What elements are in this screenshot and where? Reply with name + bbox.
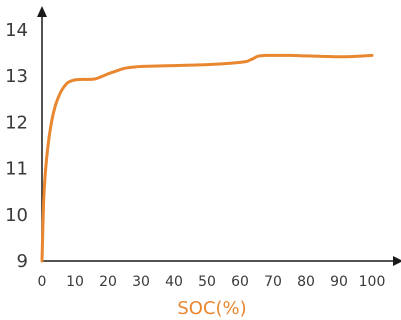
x-tick-label: 20 (99, 274, 117, 290)
y-tick-label: 9 (17, 251, 28, 272)
y-tick-labels: 9 10 11 12 13 14 (5, 20, 28, 272)
y-tick-label: 10 (5, 205, 28, 226)
y-axis-arrow (37, 6, 47, 17)
x-tick-label: 60 (231, 274, 249, 290)
y-tick-label: 13 (5, 66, 28, 87)
y-tick-label: 12 (5, 112, 28, 133)
x-axis-label: SOC(%) (177, 298, 246, 319)
x-axis-arrow (393, 256, 401, 266)
x-tick-label: 50 (198, 274, 216, 290)
series-line (40, 53, 374, 263)
y-tick-label: 14 (5, 20, 28, 41)
x-tick-label: 90 (330, 274, 348, 290)
x-tick-label: 80 (297, 274, 315, 290)
x-tick-labels: 0 10 20 30 40 50 60 70 80 90 100 (38, 274, 386, 290)
x-tick-label: 30 (132, 274, 150, 290)
x-tick-label: 0 (38, 274, 47, 290)
x-tick-label: 100 (359, 274, 386, 290)
x-tick-label: 70 (264, 274, 282, 290)
x-tick-label: 40 (165, 274, 183, 290)
y-tick-label: 11 (5, 159, 28, 180)
x-tick-label: 10 (66, 274, 84, 290)
axes (37, 6, 401, 266)
